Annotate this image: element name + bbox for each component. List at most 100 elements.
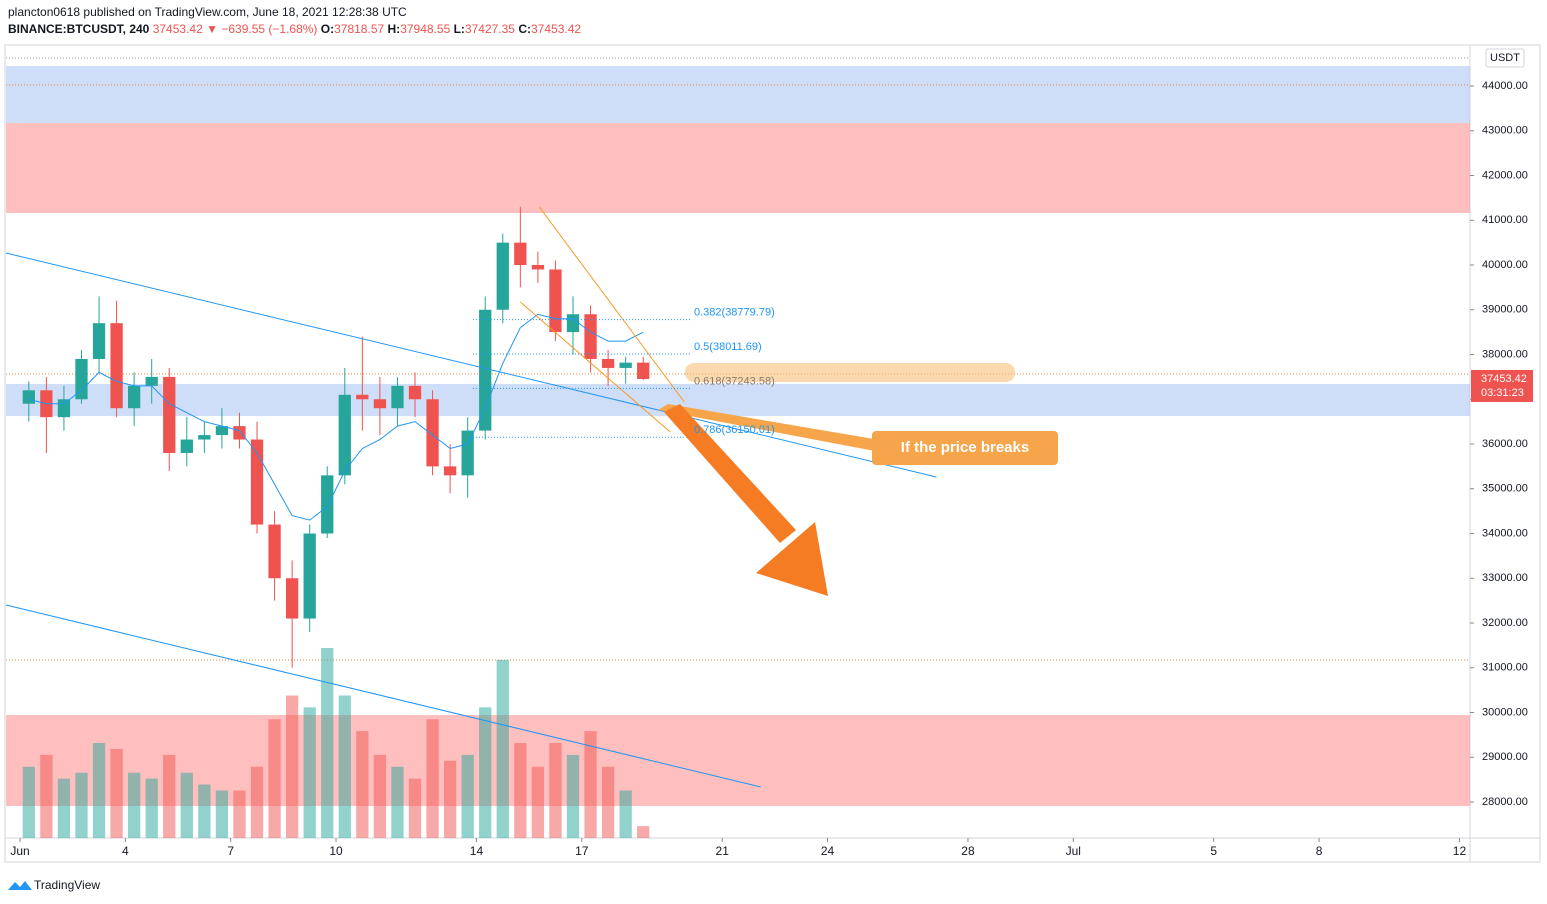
volume-bar — [461, 754, 474, 838]
candle-body — [514, 242, 527, 266]
y-tick-label: 43000.00 — [1482, 125, 1528, 137]
candle-body — [303, 533, 316, 619]
annotation: If the price breaks — [901, 439, 1029, 456]
candle-body — [233, 426, 246, 440]
candle-body — [549, 269, 562, 333]
y-tick-label: 39000.00 — [1482, 304, 1528, 316]
volume-bar — [584, 731, 597, 838]
x-tick-label: Jul — [1066, 844, 1081, 858]
volume-bar — [285, 695, 299, 838]
trend-line — [538, 206, 685, 403]
volume-bar — [549, 743, 562, 838]
candle-body — [443, 466, 457, 476]
frame — [4, 44, 1541, 863]
last-price-box — [1471, 369, 1533, 402]
o-label: O: — [320, 22, 335, 36]
candle-body — [198, 435, 211, 440]
volume-bar — [22, 766, 35, 838]
volume-bar — [443, 760, 457, 838]
plot — [5, 57, 1470, 838]
volume-bar — [233, 790, 246, 838]
x-tick-label: 28 — [961, 844, 975, 858]
volume-bar — [514, 743, 527, 838]
symbol: BINANCE:BTCUSDT, 240 — [8, 22, 150, 36]
volume-bar — [408, 778, 422, 838]
volume-bar — [391, 766, 404, 838]
volume-bar — [566, 754, 580, 838]
y-tick-label: 41000.00 — [1482, 214, 1528, 226]
o: 37818.57 — [334, 22, 385, 36]
c-label: C: — [518, 22, 531, 36]
x-tick-label: 7 — [227, 844, 234, 858]
volume-bar — [250, 766, 264, 838]
fib-label: 0.5(38011.69) — [694, 341, 762, 353]
zone — [6, 715, 1470, 807]
fib-label: 0.382(38779.79) — [694, 307, 775, 319]
candle-body — [566, 314, 580, 333]
candle-body — [57, 399, 71, 418]
y-tick-label: 35000.00 — [1482, 483, 1528, 495]
candle-body — [22, 390, 35, 404]
x-tick-label: 17 — [575, 844, 589, 858]
zone — [6, 66, 1470, 124]
candle-body — [75, 358, 88, 400]
x-tick-label: Jun — [10, 844, 29, 858]
volume-bar — [163, 754, 176, 838]
symbol-line: BINANCE:BTCUSDT, 240 37453.42 ▼ −639.55 … — [8, 22, 581, 36]
candle-body — [163, 376, 176, 453]
volume-bar — [145, 778, 158, 838]
y-tick-label: 36000.00 — [1482, 438, 1528, 450]
trend-line — [5, 252, 937, 478]
fib-label: 0.618(37243.58) — [694, 375, 775, 387]
y-tick-label: 34000.00 — [1482, 527, 1528, 539]
volume-bar — [338, 695, 351, 838]
x-tick-label: 10 — [329, 844, 343, 858]
candle-body — [285, 578, 299, 619]
y-tick-label: 33000.00 — [1482, 572, 1528, 584]
candle-body — [180, 439, 193, 453]
volume-bar — [303, 707, 316, 838]
l-label: L: — [453, 22, 465, 36]
y-tick-label: 31000.00 — [1482, 662, 1528, 674]
candle-body — [321, 475, 334, 534]
volume-bar — [373, 754, 387, 838]
last-price-label: 37453.42 — [1481, 373, 1527, 385]
volume-bar — [531, 766, 545, 838]
candle-body — [531, 265, 545, 270]
volume-bar — [75, 772, 88, 838]
arrow-body — [664, 404, 796, 543]
x-tick-label: 4 — [122, 844, 129, 858]
volume-bar — [321, 648, 334, 838]
arrow: ▼ — [206, 22, 218, 36]
logo — [8, 881, 32, 890]
currency: USDT — [1490, 52, 1520, 64]
volume-bar — [57, 778, 71, 838]
change: −639.55 (−1.68%) — [221, 22, 318, 36]
h-label: H: — [387, 22, 401, 36]
y-tick-label: 42000.00 — [1482, 169, 1528, 181]
candle-body — [619, 362, 632, 368]
candle-body — [215, 426, 229, 436]
volume-bar — [496, 659, 509, 838]
candle-body — [268, 524, 281, 579]
candle-body — [584, 314, 597, 359]
ma-line — [28, 313, 644, 521]
volume-bar — [637, 826, 650, 838]
y-tick-label: 32000.00 — [1482, 617, 1528, 629]
candle-body — [356, 394, 369, 400]
volume-bar — [268, 719, 281, 838]
volume-bar — [479, 707, 492, 838]
pointer — [658, 404, 880, 452]
y-tick-label: 40000.00 — [1482, 259, 1528, 271]
candle-body — [479, 309, 492, 431]
candle-body — [601, 358, 615, 368]
x-tick-label: 24 — [821, 844, 835, 858]
arrow-head — [756, 522, 828, 596]
candle-body — [391, 385, 404, 409]
candle-body — [145, 376, 158, 386]
h: 37948.55 — [400, 22, 451, 36]
y-tick-label: 44000.00 — [1482, 80, 1528, 92]
c: 37453.42 — [531, 22, 582, 36]
